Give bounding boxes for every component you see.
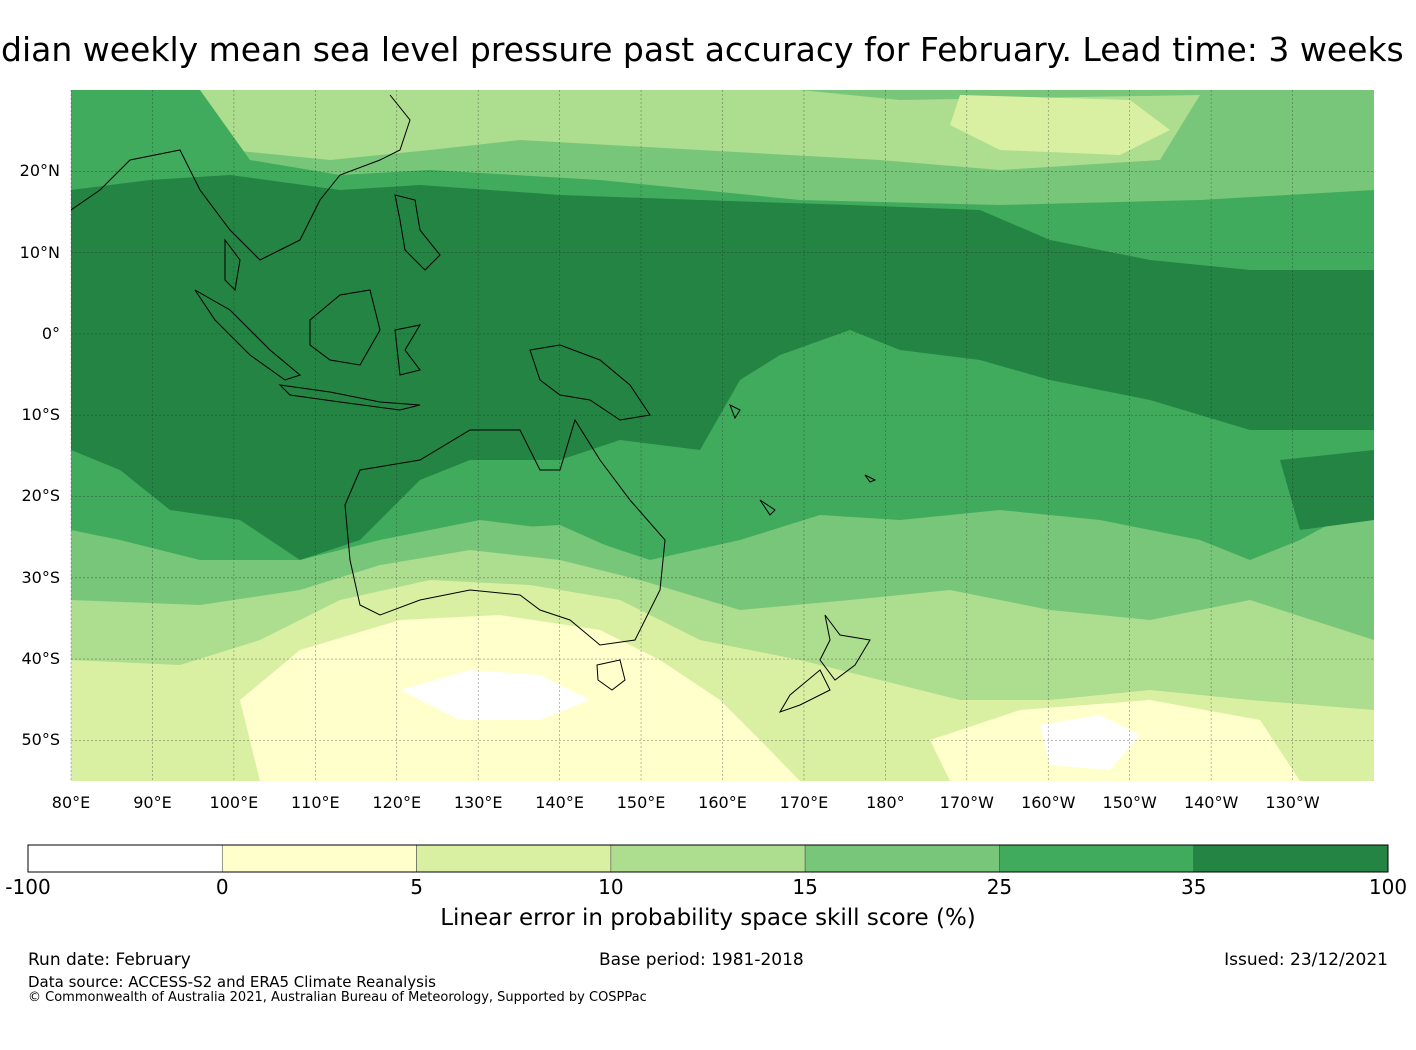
colorbar-segment: [27, 844, 223, 873]
colorbar-frame: [27, 844, 1389, 873]
longitude-label: 80°E: [51, 793, 91, 812]
colorbar-tick-label: 5: [410, 875, 423, 899]
latitude-label: 30°S: [21, 567, 60, 587]
colorbar-tick-label: 100: [1368, 875, 1408, 899]
colorbar-segment: [416, 844, 612, 873]
longitude-label: 110°E: [290, 793, 340, 812]
colorbar-tick-label: 10: [598, 875, 624, 899]
longitude-label: 180°: [866, 793, 905, 812]
latitude-label: 10°N: [19, 242, 60, 262]
longitude-label: 140°W: [1183, 793, 1239, 812]
colorbar-segment: [804, 844, 1000, 873]
colorbar-tick-label: 15: [792, 875, 818, 899]
colorbar-segment: [999, 844, 1195, 873]
latitude-label: 20°S: [21, 486, 60, 506]
colorbar-segment: [610, 844, 806, 873]
map-gridlines: [70, 90, 1374, 781]
colorbar-tick-label: 0: [215, 875, 229, 899]
longitude-label: 170°W: [939, 793, 994, 812]
colorbar-label: Linear error in probability space skill …: [440, 905, 976, 931]
latitude-label: 40°S: [21, 649, 60, 669]
longitude-label: 120°E: [372, 793, 422, 812]
chart-title: Median weekly mean sea level pressure pa…: [0, 30, 1404, 69]
issued-date: Issued: 23/12/2021: [1224, 950, 1388, 970]
longitude-label: 140°E: [535, 793, 584, 812]
colorbar-segment: [1193, 844, 1389, 873]
copyright: © Commonwealth of Australia 2021, Austra…: [28, 990, 647, 1005]
longitude-label: 160°E: [698, 793, 747, 812]
colorbar-tick-label: 25: [986, 875, 1013, 899]
longitude-label: 150°E: [616, 793, 666, 812]
longitude-label: 150°W: [1102, 793, 1157, 812]
latitude-label: 20°N: [19, 161, 60, 181]
colorbar-segment: [221, 844, 417, 873]
longitude-label: 160°W: [1021, 793, 1076, 812]
colorbar: [27, 844, 1389, 873]
longitude-label: 170°E: [779, 793, 829, 812]
latitude-label: 0°: [41, 323, 60, 343]
latitude-label: 50°S: [21, 730, 60, 750]
data-source: Data source: ACCESS-S2 and ERA5 Climate …: [28, 973, 436, 991]
longitude-label: 130°E: [453, 793, 503, 812]
colorbar-tick-label: -100: [5, 875, 51, 899]
base-period: Base period: 1981-2018: [599, 950, 804, 970]
run-date: Run date: February: [28, 950, 191, 970]
longitude-label: 90°E: [133, 793, 172, 812]
longitude-label: 100°E: [209, 793, 259, 812]
longitude-label: 130°W: [1265, 793, 1320, 812]
colorbar-tick-label: 35: [1180, 875, 1207, 899]
latitude-label: 10°S: [21, 405, 60, 425]
